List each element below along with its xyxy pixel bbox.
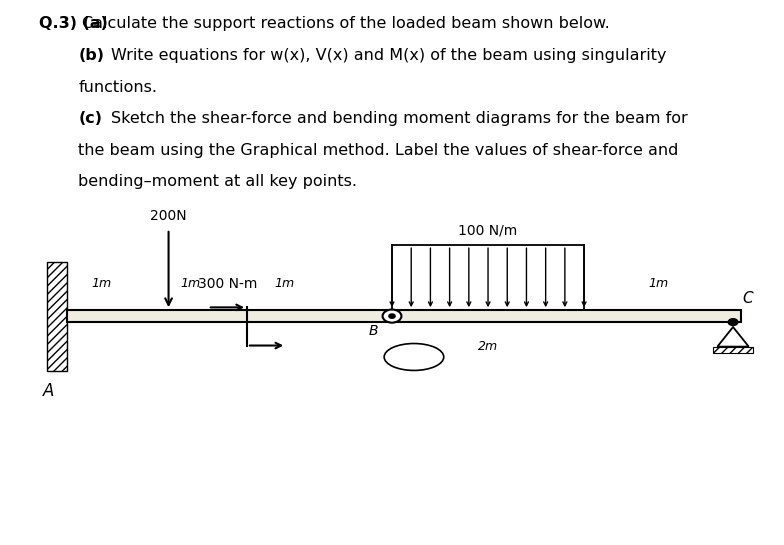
Text: Pin: Pin (405, 350, 423, 364)
Text: C: C (742, 291, 753, 306)
Text: 1m: 1m (648, 277, 669, 290)
Text: Calculate the support reactions of the loaded beam shown below.: Calculate the support reactions of the l… (82, 16, 610, 32)
Text: 1m: 1m (274, 277, 294, 290)
Text: 300 N-m: 300 N-m (198, 277, 257, 291)
Text: 200N: 200N (151, 209, 187, 223)
Text: 1m: 1m (180, 277, 200, 290)
Circle shape (728, 319, 738, 325)
Bar (47, 262, 67, 371)
Circle shape (389, 314, 395, 318)
Text: (c): (c) (78, 111, 103, 126)
Text: functions.: functions. (78, 80, 158, 95)
Text: Write equations for w(x), V(x) and M(x) of the beam using singularity: Write equations for w(x), V(x) and M(x) … (111, 48, 667, 63)
Bar (67, 310, 741, 322)
Text: bending–moment at all key points.: bending–moment at all key points. (78, 174, 358, 190)
Text: 2m: 2m (478, 340, 498, 353)
Text: 100 N/m: 100 N/m (459, 223, 517, 237)
Text: (b): (b) (78, 48, 104, 63)
Text: 1m: 1m (92, 277, 112, 290)
Text: the beam using the Graphical method. Label the values of shear-force and: the beam using the Graphical method. Lab… (78, 143, 679, 158)
Circle shape (383, 310, 401, 323)
Text: Sketch the shear-force and bending moment diagrams for the beam for: Sketch the shear-force and bending momen… (111, 111, 688, 126)
Polygon shape (717, 327, 749, 347)
Text: B: B (368, 324, 378, 338)
Bar (713, 347, 753, 353)
Text: A: A (43, 382, 54, 399)
Ellipse shape (384, 343, 444, 371)
Text: Q.3) (a): Q.3) (a) (39, 16, 108, 32)
